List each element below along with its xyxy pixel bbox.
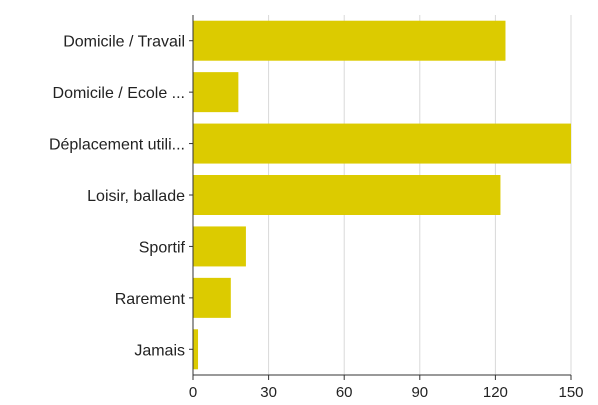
category-label-1: Domicile / Ecole ... xyxy=(53,85,185,102)
category-label-3: Loisir, ballade xyxy=(87,188,185,205)
x-tick-label-4: 120 xyxy=(483,384,508,401)
axes xyxy=(189,15,572,380)
bar-3 xyxy=(193,175,501,215)
bar-6 xyxy=(193,329,199,370)
category-label-2: Déplacement utili... xyxy=(49,137,185,154)
bar-0 xyxy=(193,20,506,61)
category-labels: Domicile / Travail Domicile / Ecole ... Dé… xyxy=(49,34,186,360)
category-label-5: Rarement xyxy=(115,291,186,308)
category-label-0: Domicile / Travail xyxy=(63,34,185,51)
category-label-6: Jamais xyxy=(134,342,185,359)
x-tick-label-5: 150 xyxy=(558,384,583,401)
bar-5 xyxy=(193,277,231,318)
bar-2 xyxy=(193,123,571,164)
x-tick-label-1: 30 xyxy=(260,384,277,401)
bar-1 xyxy=(193,72,239,113)
x-tick-label-2: 60 xyxy=(336,384,353,401)
tick-labels: 0 30 60 90 120 150 xyxy=(189,384,584,401)
x-tick-label-0: 0 xyxy=(189,384,197,401)
category-label-4: Sportif xyxy=(139,239,186,256)
bars xyxy=(193,20,571,370)
bar-4 xyxy=(193,226,246,267)
x-tick-label-3: 90 xyxy=(411,384,428,401)
